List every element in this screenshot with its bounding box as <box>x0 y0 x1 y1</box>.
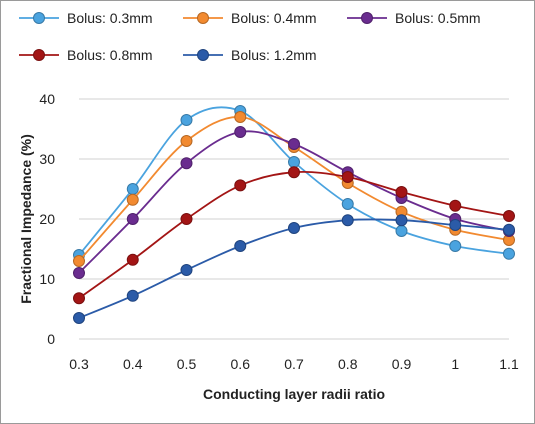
y-tick-label: 40 <box>39 91 55 107</box>
data-point <box>180 264 193 276</box>
data-point <box>126 253 139 266</box>
legend-label: Bolus: 1.2mm <box>231 47 317 63</box>
data-point <box>503 223 515 236</box>
legend-marker <box>361 12 373 24</box>
data-point <box>73 255 85 267</box>
legend-item: Bolus: 0.3mm <box>19 10 153 26</box>
data-point <box>288 222 300 234</box>
y-tick-label: 20 <box>39 211 55 227</box>
data-point <box>288 156 300 168</box>
y-tick-label: 30 <box>39 151 55 167</box>
legend-label: Bolus: 0.8mm <box>67 47 153 63</box>
x-tick-label: 1 <box>451 356 459 372</box>
legend-label: Bolus: 0.3mm <box>67 10 153 26</box>
legend-item: Bolus: 0.5mm <box>347 10 481 26</box>
data-point <box>341 198 354 210</box>
data-point <box>126 213 139 225</box>
x-tick-label: 0.7 <box>284 356 304 372</box>
data-point <box>73 312 85 324</box>
data-point <box>180 157 193 170</box>
data-point <box>503 247 515 260</box>
legend-item: Bolus: 1.2mm <box>183 47 317 63</box>
series-5 <box>73 214 515 324</box>
data-point <box>180 135 193 147</box>
data-point <box>395 225 408 237</box>
y-tick-labels: 0 10 20 30 40 <box>39 91 55 347</box>
data-point <box>234 111 247 123</box>
series-line <box>78 106 510 256</box>
data-point <box>288 138 300 150</box>
data-point <box>341 171 354 183</box>
series-4 <box>73 166 515 305</box>
data-point <box>126 289 139 302</box>
legend-item: Bolus: 0.4mm <box>183 10 317 26</box>
data-point <box>234 179 247 192</box>
x-axis-title: Conducting layer radii ratio <box>203 386 385 402</box>
legend-marker <box>197 49 209 61</box>
series-2 <box>73 111 515 267</box>
data-point <box>234 240 247 252</box>
data-point <box>449 199 462 212</box>
data-point <box>126 193 139 206</box>
legend-item: Bolus: 0.8mm <box>19 47 153 63</box>
data-point <box>395 186 408 198</box>
legend-marker <box>33 12 45 24</box>
data-point <box>126 183 139 195</box>
data-point <box>73 292 85 305</box>
data-point <box>395 214 408 227</box>
data-point <box>234 126 247 138</box>
x-tick-label: 0.4 <box>123 356 143 372</box>
data-point <box>449 240 462 252</box>
y-tick-label: 10 <box>39 271 55 287</box>
gridlines <box>79 98 509 340</box>
legend: Bolus: 0.3mm Bolus: 0.4mm Bolus: 0.5mm Bolu… <box>19 10 481 63</box>
data-point <box>180 213 193 225</box>
series-line <box>78 218 510 319</box>
data-point <box>73 267 85 279</box>
x-tick-label: 0.6 <box>231 356 251 372</box>
data-point <box>341 214 354 227</box>
series-1 <box>73 105 515 261</box>
legend-label: Bolus: 0.4mm <box>231 10 317 26</box>
x-tick-labels: 0.3 0.4 0.5 0.6 0.7 0.8 0.9 1 1.1 <box>69 356 519 372</box>
y-tick-label: 0 <box>47 331 55 347</box>
legend-marker <box>33 49 45 61</box>
series-3 <box>73 126 515 279</box>
legend-marker <box>197 12 209 24</box>
x-tick-label: 0.8 <box>338 356 358 372</box>
data-point <box>288 166 300 179</box>
y-axis-title: Fractional Impedance (%) <box>18 134 34 304</box>
x-tick-label: 0.9 <box>392 356 412 372</box>
x-tick-label: 1.1 <box>499 356 519 372</box>
x-tick-label: 0.5 <box>177 356 197 372</box>
series-group <box>73 105 515 324</box>
legend-label: Bolus: 0.5mm <box>395 10 481 26</box>
data-point <box>503 210 515 222</box>
x-tick-label: 0.3 <box>69 356 89 372</box>
data-point <box>180 114 193 126</box>
data-point <box>449 219 462 231</box>
